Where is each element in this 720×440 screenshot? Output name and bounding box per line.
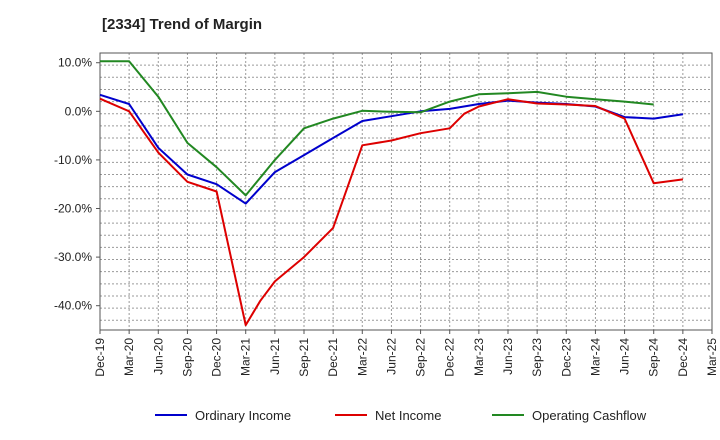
chart-title: [2334] Trend of Margin [102,16,263,33]
legend-label-net-income: Net Income [375,408,441,423]
grid-layer [99,52,713,330]
x-tick-label: Jun-24 [618,338,632,375]
legend-label-operating-cashflow: Operating Cashflow [532,408,647,423]
x-tick-label: Sep-22 [414,338,428,377]
y-tick-label: -20.0% [54,202,92,216]
series-line-operating-cashflow [100,60,654,197]
x-tick-label: Jun-22 [384,338,398,375]
x-tick-label: Mar-24 [588,338,602,376]
x-tick-label: Sep-20 [180,338,194,377]
series-line-net-income [99,97,684,327]
y-tick-label: -40.0% [54,299,92,313]
y-tick-label: -10.0% [54,153,92,167]
x-tick-label: Sep-24 [647,338,661,377]
x-tick-label: Dec-24 [676,338,690,377]
x-tick-label: Dec-23 [559,338,573,377]
x-tick-label: Jun-23 [501,338,515,375]
y-tick-label: 0.0% [65,104,93,118]
plot-area-border [99,52,713,331]
x-tick-label: Dec-19 [93,338,107,377]
x-tick-label: Sep-21 [297,338,311,377]
x-tick-label: Dec-20 [210,338,224,377]
x-tick-label: Dec-22 [443,338,457,377]
x-tick-label: Jun-21 [268,338,282,375]
x-tick-label: Dec-21 [326,338,340,377]
x-tick-label: Mar-23 [472,338,486,376]
axis-layer: 10.0% 0.0% -10.0% -20.0% -30.0% -40.0% Dec-19 M… [54,52,719,377]
y-tick-label: 10.0% [58,56,92,70]
x-tick-label: Mar-22 [355,338,369,376]
series-layer [99,60,684,327]
legend: Ordinary Income Net Income Operating Cashf… [155,408,647,423]
x-tick-label: Mar-20 [122,338,136,376]
x-tick-label: Jun-20 [151,338,165,375]
x-tick-label: Mar-25 [705,338,719,376]
y-tick-label: -30.0% [54,250,92,264]
legend-label-ordinary-income: Ordinary Income [195,408,291,423]
x-tick-label: Mar-21 [239,338,253,376]
x-tick-label: Sep-23 [530,338,544,377]
